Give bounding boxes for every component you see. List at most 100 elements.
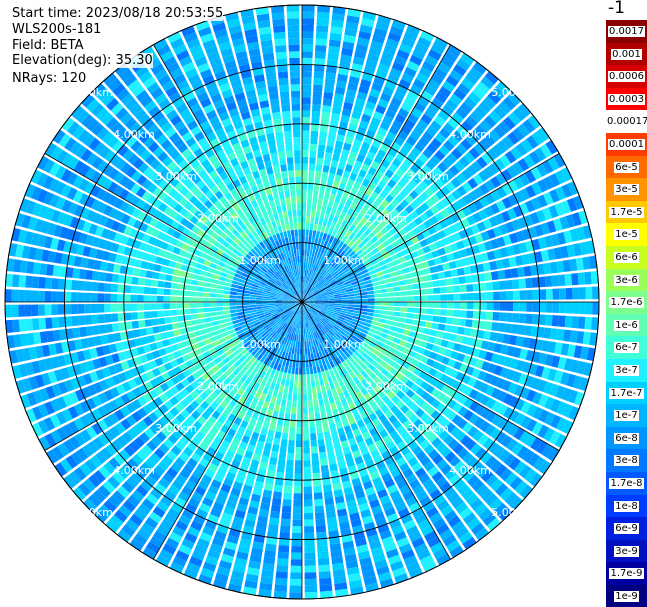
range-gate-cell bbox=[11, 289, 19, 302]
range-gate-cell bbox=[360, 410, 368, 419]
range-gate-cell bbox=[285, 339, 290, 346]
range-gate-cell bbox=[151, 435, 162, 447]
range-gate-cell bbox=[269, 302, 276, 304]
range-gate-cell bbox=[179, 435, 190, 446]
range-gate-cell bbox=[302, 328, 304, 335]
range-gate-cell bbox=[269, 320, 276, 326]
range-gate-cell bbox=[240, 490, 251, 500]
range-gate-cell bbox=[362, 236, 371, 244]
range-gate-cell bbox=[318, 445, 326, 453]
range-gate-cell bbox=[560, 245, 569, 259]
range-gate-cell bbox=[261, 496, 271, 505]
range-gate-cell bbox=[306, 306, 311, 313]
range-gate-cell bbox=[140, 95, 153, 108]
range-gate-cell bbox=[233, 349, 241, 356]
range-gate-cell bbox=[352, 315, 360, 320]
range-gate-cell bbox=[266, 367, 273, 375]
range-gate-cell bbox=[408, 265, 417, 272]
range-gate-cell bbox=[204, 396, 214, 405]
range-gate-cell bbox=[390, 199, 400, 208]
range-gate-cell bbox=[231, 407, 240, 417]
range-gate-cell bbox=[262, 489, 273, 498]
range-gate-cell bbox=[272, 348, 278, 355]
range-gate-cell bbox=[248, 380, 256, 388]
range-gate-cell bbox=[243, 256, 251, 264]
range-gate-cell bbox=[198, 480, 210, 491]
range-gate-cell bbox=[308, 297, 315, 300]
range-gate-cell bbox=[348, 224, 356, 233]
range-gate-cell bbox=[315, 518, 326, 526]
range-gate-cell bbox=[243, 287, 251, 291]
range-gate-cell bbox=[513, 205, 523, 218]
range-gate-cell bbox=[543, 262, 552, 275]
range-gate-cell bbox=[115, 210, 125, 222]
range-gate-cell bbox=[396, 84, 408, 96]
range-gate-cell bbox=[101, 367, 111, 378]
range-gate-cell bbox=[248, 251, 255, 258]
range-gate-cell bbox=[106, 97, 119, 111]
range-gate-cell bbox=[278, 452, 287, 460]
range-gate-cell bbox=[74, 389, 85, 402]
range-gate-cell bbox=[272, 324, 279, 330]
range-gate-cell bbox=[321, 205, 327, 213]
range-gate-cell bbox=[64, 137, 77, 151]
range-gate-cell bbox=[307, 283, 311, 291]
range-gate-cell bbox=[61, 117, 75, 132]
range-gate-cell bbox=[138, 131, 151, 144]
range-gate-cell bbox=[483, 373, 493, 384]
range-gate-cell bbox=[302, 170, 308, 177]
range-gate-cell bbox=[151, 246, 160, 256]
range-gate-cell bbox=[166, 244, 175, 253]
range-gate-cell bbox=[509, 335, 518, 346]
range-gate-cell bbox=[283, 386, 289, 394]
range-gate-cell bbox=[211, 232, 220, 240]
range-gate-cell bbox=[276, 294, 284, 297]
range-gate-cell bbox=[427, 466, 440, 477]
range-gate-cell bbox=[353, 181, 361, 190]
range-gate-cell bbox=[577, 272, 586, 285]
range-gate-cell bbox=[222, 547, 236, 557]
range-gate-cell bbox=[360, 255, 368, 262]
range-gate-cell bbox=[477, 370, 487, 381]
range-gate-cell bbox=[443, 50, 458, 63]
range-gate-cell bbox=[258, 327, 265, 333]
range-gate-cell bbox=[486, 292, 494, 301]
range-gate-cell bbox=[265, 476, 275, 485]
range-gate-cell bbox=[257, 260, 265, 267]
range-gate-cell bbox=[460, 293, 467, 301]
range-gate-cell bbox=[412, 445, 423, 456]
range-gate-cell bbox=[152, 187, 163, 198]
range-gate-cell bbox=[46, 330, 55, 343]
range-gate-cell bbox=[256, 376, 263, 385]
range-gate-cell bbox=[323, 240, 329, 248]
range-gate-cell bbox=[440, 339, 449, 348]
range-gate-cell bbox=[60, 367, 70, 380]
range-gate-cell bbox=[50, 430, 62, 444]
range-gate-cell bbox=[205, 555, 219, 566]
range-gate-cell bbox=[149, 254, 158, 263]
range-gate-cell bbox=[390, 240, 399, 249]
range-gate-cell bbox=[259, 582, 273, 591]
range-gate-cell bbox=[444, 324, 452, 333]
range-gate-cell bbox=[85, 411, 97, 425]
range-gate-cell bbox=[379, 429, 389, 439]
range-gate-cell bbox=[354, 292, 361, 296]
range-gate-cell bbox=[519, 430, 531, 444]
range-gate-cell bbox=[230, 487, 241, 497]
range-gate-cell bbox=[264, 442, 272, 451]
range-gate-cell bbox=[341, 149, 350, 158]
range-gate-cell bbox=[219, 400, 229, 409]
range-gate-cell bbox=[303, 269, 306, 276]
range-gate-cell bbox=[330, 26, 343, 35]
range-gate-cell bbox=[299, 308, 301, 315]
range-gate-cell bbox=[478, 349, 487, 360]
range-gate-cell bbox=[202, 497, 214, 507]
range-gate-cell bbox=[450, 350, 459, 360]
range-gate-cell bbox=[275, 471, 285, 480]
range-gate-cell bbox=[422, 364, 432, 374]
range-gate-cell bbox=[106, 333, 115, 344]
range-gate-cell bbox=[73, 160, 85, 174]
range-gate-cell bbox=[313, 308, 320, 312]
range-gate-cell bbox=[328, 368, 335, 376]
